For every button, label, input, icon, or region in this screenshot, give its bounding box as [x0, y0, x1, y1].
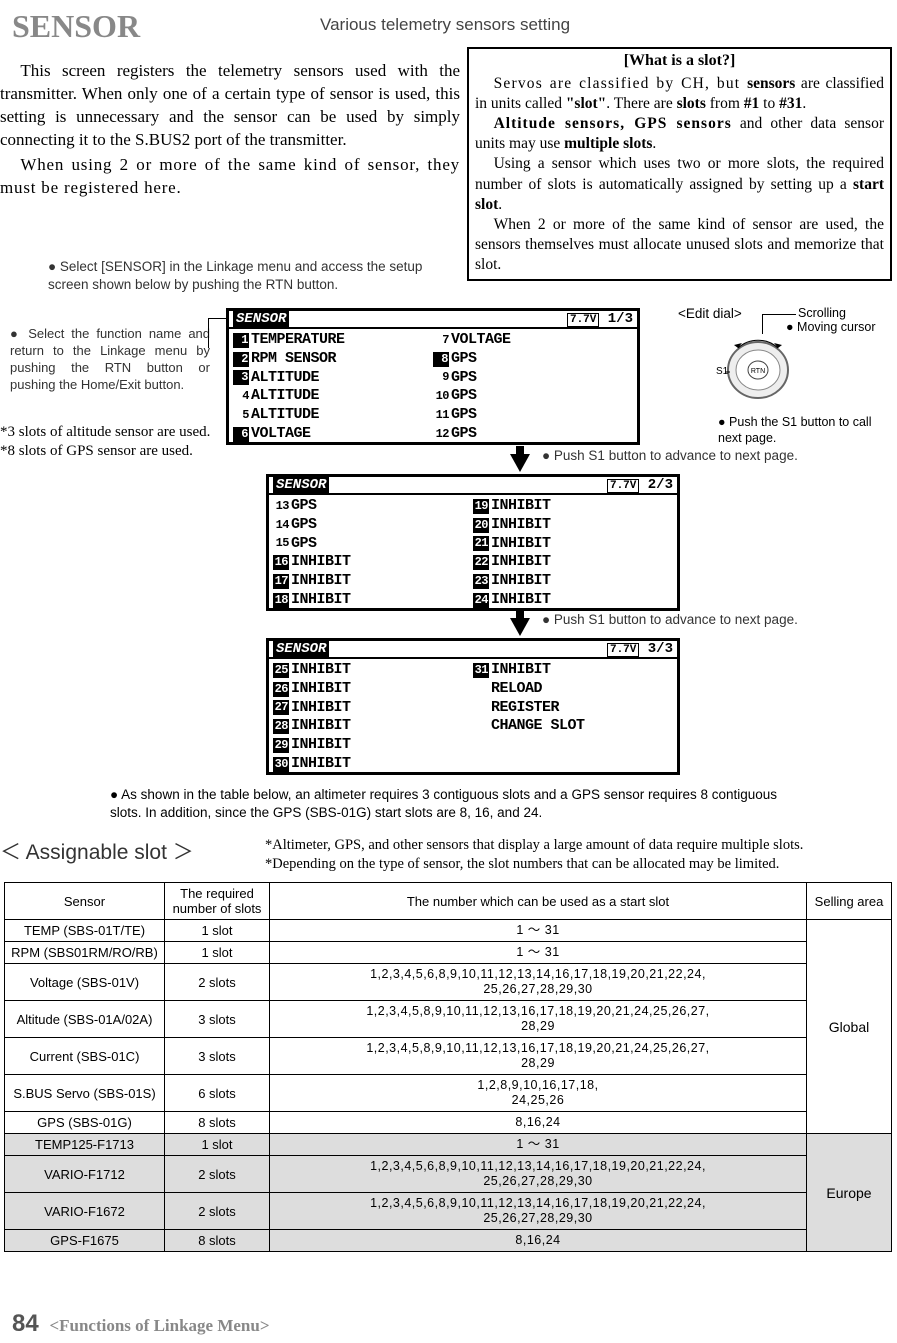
slot-p3: Using a sensor which uses two or more sl… — [475, 154, 884, 214]
col-start: The number which can be used as a start … — [270, 883, 807, 920]
lcd-screen-1: SENSOR 7.7V 1/3 1TEMPERATURE2RPM SENSOR3… — [226, 308, 640, 445]
lcd-row: 18INHIBIT — [273, 591, 473, 610]
table-row: Altitude (SBS-01A/02A)3 slots1,2,3,4,5,8… — [5, 1001, 892, 1038]
lcd-status: 7.7V 3/3 — [607, 641, 673, 657]
intro-text: This screen registers the telemetry sens… — [0, 60, 460, 202]
push-s1-note: Push S1 button to advance to next page. — [542, 612, 798, 627]
lcd-row: 6VOLTAGE — [233, 425, 433, 444]
slot-p4: When 2 or more of the same kind of senso… — [475, 215, 884, 275]
intro-bullet: Select [SENSOR] in the Linkage menu and … — [48, 258, 448, 294]
lcd-row: 29INHIBIT — [273, 736, 473, 755]
lcd-row: 30INHIBIT — [273, 755, 473, 774]
lcd-row: 16INHIBIT — [273, 553, 473, 572]
left-nav-note: Select the function name and return to t… — [10, 326, 210, 394]
lcd-row: 28INHIBIT — [273, 717, 473, 736]
leader-line — [208, 318, 209, 348]
lcd-row: RELOAD — [473, 680, 673, 699]
lcd-row: 9GPS — [433, 369, 633, 388]
intro-p2: When using 2 or more of the same kind of… — [0, 154, 460, 200]
col-area: Selling area — [807, 883, 892, 920]
leader-line — [208, 318, 226, 319]
lcd-row: 25INHIBIT — [273, 661, 473, 680]
lcd-row: 27INHIBIT — [273, 699, 473, 718]
lcd-row: 5ALTITUDE — [233, 406, 433, 425]
svg-text:RTN: RTN — [751, 368, 765, 375]
lcd-row: 15GPS — [273, 535, 473, 554]
lcd-row: 20INHIBIT — [473, 516, 673, 535]
slot-p2: Altitude sensors, GPS sensors and other … — [475, 114, 884, 154]
lcd-row: 31INHIBIT — [473, 661, 673, 680]
lcd-row: 12GPS — [433, 425, 633, 444]
slot-p1: Servos are classified by CH, but sensors… — [475, 74, 884, 114]
lcd-row: 2RPM SENSOR — [233, 350, 433, 369]
table-row: RPM (SBS01RM/RO/RB)1 slot1 ～ 31 — [5, 942, 892, 964]
page-footer: 84 <Functions of Linkage Menu> — [12, 1310, 270, 1338]
col-slots: The required number of slots — [165, 883, 270, 920]
dial-icon: RTN S1 — [708, 330, 798, 410]
lcd-row: CHANGE SLOT — [473, 717, 673, 736]
cursor-label: Moving cursor — [786, 320, 876, 334]
lcd-row: 23INHIBIT — [473, 572, 673, 591]
subtitle: Various telemetry sensors setting — [320, 15, 570, 35]
lcd-row: 7VOLTAGE — [433, 331, 633, 350]
lcd-row: 8GPS — [433, 350, 633, 369]
table-row: TEMP (SBS-01T/TE)1 slot1 ～ 31Global — [5, 920, 892, 942]
slot-box-title: [What is a slot?] — [475, 51, 884, 72]
arrow-down-icon — [510, 454, 530, 472]
table-row: Current (SBS-01C)3 slots1,2,3,4,5,8,9,10… — [5, 1038, 892, 1075]
table-header-row: Sensor The required number of slots The … — [5, 883, 892, 920]
lcd-screen-2: SENSOR 7.7V 2/3 13GPS14GPS15GPS16INHIBIT… — [266, 474, 680, 611]
lcd-row: 14GPS — [273, 516, 473, 535]
push-s1-note: Push S1 button to advance to next page. — [542, 448, 798, 463]
table-row: TEMP125-F17131 slot1 ～ 31Europe — [5, 1134, 892, 1156]
page-title: SENSOR — [12, 8, 140, 45]
lcd-header-label: SENSOR — [233, 311, 289, 327]
scrolling-label: Scrolling — [798, 306, 846, 320]
footer-section: <Functions of Linkage Menu> — [49, 1316, 269, 1335]
lcd-row: REGISTER — [473, 699, 673, 718]
slot-info-box: [What is a slot?] Servos are classified … — [467, 47, 892, 281]
edit-dial-label: <Edit dial> — [678, 306, 742, 321]
lcd-row: 4ALTITUDE — [233, 387, 433, 406]
lcd-row: 11GPS — [433, 406, 633, 425]
lcd-status: 7.7V 2/3 — [607, 477, 673, 493]
lcd-row: 22INHIBIT — [473, 553, 673, 572]
table-row: VARIO-F16722 slots1,2,3,4,5,6,8,9,10,11,… — [5, 1193, 892, 1230]
lcd-row: 3ALTITUDE — [233, 369, 433, 388]
table-row: S.BUS Servo (SBS-01S)6 slots1,2,8,9,10,1… — [5, 1075, 892, 1112]
lcd-status: 7.7V 1/3 — [567, 311, 633, 327]
lcd-row: 10GPS — [433, 387, 633, 406]
lcd-screen-3: SENSOR 7.7V 3/3 25INHIBIT26INHIBIT27INHI… — [266, 638, 680, 775]
table-footnotes: *Altimeter, GPS, and other sensors that … — [265, 836, 885, 874]
lcd-header-label: SENSOR — [273, 641, 329, 657]
lcd-row: 26INHIBIT — [273, 680, 473, 699]
lcd-row: 19INHIBIT — [473, 497, 673, 516]
lcd-row: 21INHIBIT — [473, 535, 673, 554]
table-row: GPS-F16758 slots8,16,24 — [5, 1230, 892, 1252]
table-intro-note: As shown in the table below, an altimete… — [110, 786, 810, 822]
col-sensor: Sensor — [5, 883, 165, 920]
table-row: Voltage (SBS-01V)2 slots1,2,3,4,5,6,8,9,… — [5, 964, 892, 1001]
table-row: VARIO-F17122 slots1,2,3,4,5,6,8,9,10,11,… — [5, 1156, 892, 1193]
lcd-row: 1TEMPERATURE — [233, 331, 433, 350]
table-row: GPS (SBS-01G)8 slots8,16,24 — [5, 1112, 892, 1134]
page-number: 84 — [12, 1310, 39, 1337]
lcd-row: 24INHIBIT — [473, 591, 673, 610]
lcd-header-label: SENSOR — [273, 477, 329, 493]
arrow-down-icon — [510, 618, 530, 636]
intro-p1: This screen registers the telemetry sens… — [0, 60, 460, 152]
s1-note: Push the S1 button to call next page. — [718, 414, 878, 447]
star-notes: *3 slots of altitude sensor are used. *8… — [0, 423, 210, 461]
assignable-slot-heading: ＜ Assignable slot ＞ — [0, 836, 194, 866]
lcd-row: 17INHIBIT — [273, 572, 473, 591]
lcd-row: 13GPS — [273, 497, 473, 516]
sensor-slot-table: Sensor The required number of slots The … — [4, 882, 892, 1252]
